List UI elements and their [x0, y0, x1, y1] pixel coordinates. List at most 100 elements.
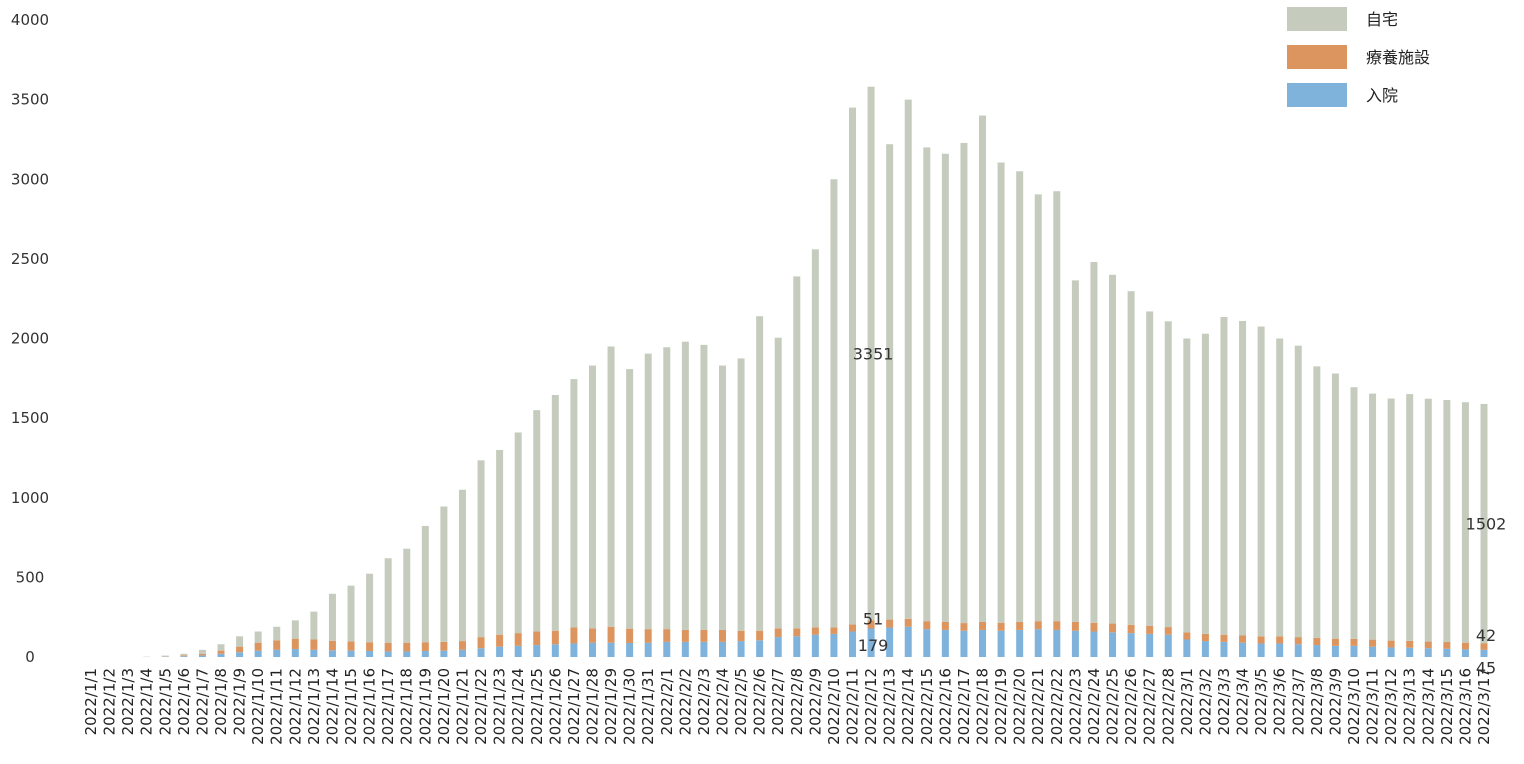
- y-tick-label: 1000: [11, 489, 49, 507]
- bar-segment-hospital: [570, 643, 578, 657]
- bar-segment-home: [1146, 311, 1154, 626]
- x-tick-label: 2022/1/18: [398, 668, 416, 745]
- bar-segment-hospital: [1016, 629, 1024, 657]
- bar-segment-home: [1424, 398, 1432, 642]
- x-tick-label: 2022/1/31: [639, 668, 657, 745]
- bar-segment-facility: [830, 627, 838, 634]
- bar-segment-facility: [1127, 624, 1135, 634]
- bar-segment-home: [1053, 191, 1061, 622]
- bar-segment-hospital: [514, 645, 522, 657]
- bar-segment-home: [849, 107, 857, 625]
- x-tick-label: 2022/3/6: [1271, 668, 1289, 735]
- bar-segment-hospital: [310, 649, 318, 657]
- bar-segment-facility: [1016, 621, 1024, 630]
- bar-segment-facility: [1424, 641, 1432, 649]
- x-tick-label: 2022/3/2: [1196, 668, 1214, 735]
- y-axis-ticks: 0 500 1000 1500 2000 2500 3000 3500 4000: [11, 11, 49, 666]
- bar-segment-home: [180, 653, 188, 656]
- bar-segment-home: [291, 620, 299, 639]
- legend-label: 入院: [1366, 86, 1398, 105]
- x-tick-label: 2022/1/19: [416, 668, 434, 745]
- bar-segment-home: [1257, 326, 1265, 637]
- bar-segment-hospital: [1109, 632, 1117, 657]
- bar-segment-home: [1331, 373, 1339, 639]
- x-tick-label: 2022/3/16: [1456, 668, 1474, 745]
- x-tick-label: 2022/1/21: [453, 668, 471, 745]
- x-tick-label: 2022/2/17: [955, 668, 973, 745]
- bar-segment-home: [273, 626, 281, 641]
- bar-segment-facility: [681, 629, 689, 642]
- bar-segment-hospital: [904, 626, 912, 657]
- bar-segment-facility: [217, 650, 225, 654]
- x-tick-label: 2022/2/27: [1141, 668, 1159, 745]
- bar-segment-home: [644, 353, 652, 630]
- bar-segment-hospital: [774, 637, 782, 657]
- bar-segment-home: [904, 99, 912, 619]
- bar-segment-home: [366, 573, 374, 643]
- bar-segment-facility: [421, 642, 429, 651]
- bar-segment-home: [236, 636, 244, 647]
- bar-segment-hospital: [700, 641, 708, 657]
- x-tick-label: 2022/2/14: [899, 668, 917, 745]
- bar-segment-home: [811, 249, 819, 628]
- bar-segment-facility: [1369, 639, 1377, 647]
- x-tick-label: 2022/1/2: [101, 668, 119, 735]
- bar-segment-home: [867, 86, 875, 621]
- bar-segment-facility: [1201, 633, 1209, 642]
- bar-segment-hospital: [421, 650, 429, 657]
- bar-segment-facility: [236, 646, 244, 653]
- bar-segment-facility: [663, 629, 671, 642]
- bar-segment-facility: [1331, 638, 1339, 646]
- bar-segment-hospital: [1127, 633, 1135, 657]
- x-tick-label: 2022/1/10: [249, 668, 267, 745]
- bar-segment-home: [923, 147, 931, 622]
- x-tick-label: 2022/3/10: [1345, 668, 1363, 745]
- bar-segment-facility: [347, 641, 355, 651]
- bar-segment-home: [1406, 394, 1414, 641]
- bar-segment-home: [1109, 274, 1117, 624]
- x-tick-label: 2022/3/11: [1364, 668, 1382, 745]
- bar-segment-home: [514, 432, 522, 634]
- bar-segment-facility: [1146, 625, 1154, 634]
- legend-swatch: [1287, 7, 1347, 31]
- bar-segment-facility: [756, 630, 764, 641]
- bar-segment-home: [384, 558, 392, 643]
- bar-segment-hospital: [1090, 631, 1098, 657]
- y-tick-label: 1500: [11, 409, 49, 427]
- bar-segment-facility: [979, 621, 987, 630]
- y-tick-label: 3000: [11, 170, 49, 188]
- bar-segment-facility: [180, 655, 188, 657]
- bar-segment-facility: [1034, 621, 1042, 630]
- x-tick-label: 2022/2/21: [1029, 668, 1047, 745]
- x-tick-label: 2022/2/5: [732, 668, 750, 735]
- bar-segment-facility: [458, 641, 466, 650]
- bar-segment-home: [941, 153, 949, 622]
- x-tick-label: 2022/3/7: [1289, 668, 1307, 735]
- bar-segment-hospital: [1239, 642, 1247, 657]
- legend-label: 自宅: [1366, 10, 1398, 29]
- bar-segment-facility: [607, 626, 615, 643]
- bar-segment-home: [718, 365, 726, 630]
- bar-segment-home: [1443, 399, 1451, 643]
- bar-segment-home: [830, 179, 838, 628]
- bar-segment-hospital: [737, 641, 745, 657]
- bar-segment-home: [700, 344, 708, 630]
- bar-segment-home: [347, 585, 355, 642]
- bar-segment-home: [1461, 402, 1469, 643]
- bar-segment-facility: [1313, 637, 1321, 646]
- x-tick-label: 2022/2/22: [1048, 668, 1066, 745]
- bar-segment-facility: [811, 627, 819, 635]
- bar-segment-facility: [588, 628, 596, 643]
- bar-segment-hospital: [1480, 649, 1488, 657]
- bar-segment-facility: [718, 629, 726, 642]
- bar-segment-facility: [737, 630, 745, 642]
- x-tick-label: 2022/2/7: [769, 668, 787, 735]
- x-tick-label: 2022/1/25: [528, 668, 546, 745]
- data-label: 179: [858, 636, 889, 655]
- x-tick-label: 2022/1/30: [621, 668, 639, 745]
- x-tick-label: 2022/1/26: [546, 668, 564, 745]
- y-tick-label: 2000: [11, 330, 49, 348]
- bar-segment-home: [551, 395, 559, 631]
